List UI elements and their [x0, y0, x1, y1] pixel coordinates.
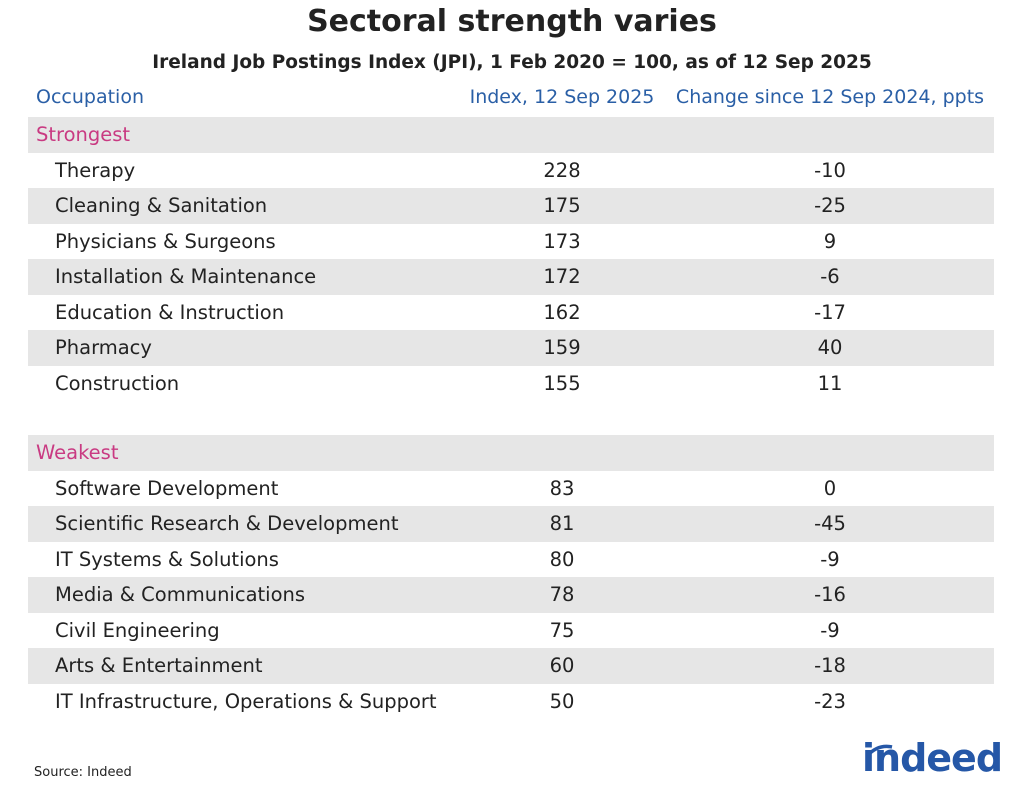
table-row: Therapy 228 -10: [28, 153, 994, 189]
table-row: Cleaning & Sanitation 175 -25: [28, 188, 994, 224]
index-value: 78: [549, 583, 575, 606]
table-row: Arts & Entertainment 60 -18: [28, 648, 994, 684]
change-value: -16: [814, 583, 846, 606]
index-value: 228: [543, 158, 581, 182]
change-value: -17: [814, 300, 846, 324]
occupation: Therapy: [55, 158, 136, 182]
change-value: 9: [823, 229, 837, 253]
index-value: 50: [549, 689, 575, 713]
subtitle: Ireland Job Postings Index (JPI), 1 Feb …: [152, 52, 872, 73]
change-value: -23: [814, 689, 846, 713]
column-header: Change since 12 Sep 2024, ppts: [675, 86, 985, 108]
index-value: 175: [543, 194, 581, 217]
occupation: Software Development: [55, 476, 279, 500]
occupation: Pharmacy: [55, 336, 152, 359]
logo: indeed: [862, 736, 1003, 780]
change-value: 0: [823, 476, 837, 500]
change-value: -10: [814, 158, 846, 182]
column-header: Index, 12 Sep 2025: [469, 86, 655, 108]
change-value: -25: [814, 194, 846, 217]
occupation: Civil Engineering: [55, 618, 220, 642]
column-header: Occupation: [36, 86, 144, 108]
index-value: 80: [549, 547, 575, 571]
section-label: Weakest: [36, 441, 119, 464]
change-value: -18: [814, 654, 846, 677]
index-value: 81: [549, 512, 575, 535]
change-value: 40: [817, 336, 843, 359]
occupation: Construction: [55, 371, 180, 395]
table-row: Pharmacy 159 40: [28, 330, 994, 366]
occupation: Arts & Entertainment: [55, 654, 263, 677]
occupation: Education & Instruction: [55, 300, 285, 324]
index-value: 75: [549, 618, 575, 642]
index-value: 60: [549, 654, 575, 677]
index-value: 155: [543, 371, 581, 395]
occupation: Cleaning & Sanitation: [55, 194, 268, 217]
table-row: Physicians & Surgeons 173 9: [28, 224, 994, 260]
table-row: Civil Engineering 75 -9: [28, 613, 994, 649]
title: Sectoral strength varies: [307, 4, 717, 39]
logo-arc: [865, 744, 893, 758]
change-value: -6: [820, 265, 840, 288]
table-row: Construction 155 11: [28, 366, 994, 402]
change-value: -9: [820, 547, 840, 571]
occupation: IT Infrastructure, Operations & Support: [55, 689, 437, 713]
table-row: IT Systems & Solutions 80 -9: [28, 542, 994, 578]
change-value: 11: [817, 371, 843, 395]
occupation: Media & Communications: [55, 583, 306, 606]
source: Source: Indeed: [34, 765, 132, 780]
table-row: Installation & Maintenance 172 -6: [28, 259, 994, 295]
occupation: Scientific Research & Development: [55, 512, 399, 535]
index-value: 162: [543, 300, 581, 324]
table-row: Media & Communications 78 -16: [28, 577, 994, 613]
index-value: 172: [543, 265, 581, 288]
occupation: Installation & Maintenance: [55, 265, 317, 288]
table-row: Education & Instruction 162 -17: [28, 295, 994, 331]
index-value: 83: [549, 476, 575, 500]
section-row: Strongest: [28, 117, 994, 153]
section-label: Strongest: [36, 123, 131, 146]
change-value: -45: [814, 512, 846, 535]
table-row: Scientific Research & Development 81 -45: [28, 506, 994, 542]
occupation: Physicians & Surgeons: [55, 229, 276, 253]
section-row: Weakest: [28, 435, 994, 471]
occupation: IT Systems & Solutions: [55, 547, 279, 571]
table-row: IT Infrastructure, Operations & Support 5…: [28, 684, 994, 720]
index-value: 159: [543, 336, 581, 359]
change-value: -9: [820, 618, 840, 642]
index-value: 173: [543, 229, 581, 253]
table-row: Software Development 83 0: [28, 471, 994, 507]
